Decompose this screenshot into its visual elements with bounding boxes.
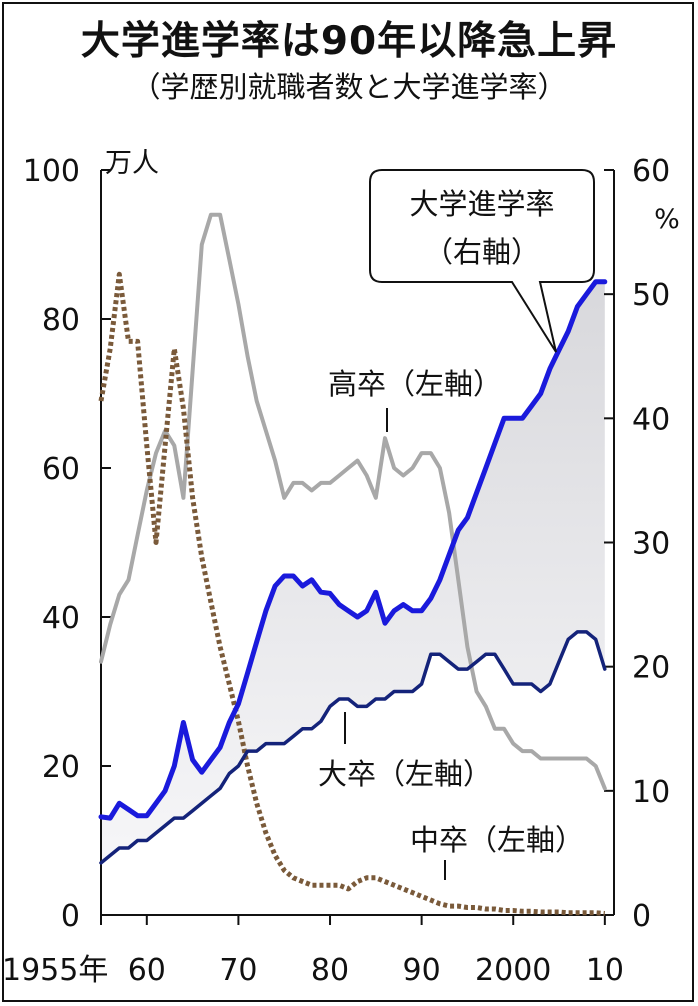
x-tick-label: 90: [403, 953, 441, 988]
x-tick-label: 70: [219, 953, 257, 988]
series-line-junior-high: [98, 271, 605, 916]
chart-subtitle: （学歴別就職者数と大学進学率）: [131, 70, 567, 104]
university-label: 大卒（左軸）: [318, 712, 492, 791]
left-tick-label: 40: [42, 601, 80, 636]
x-tick-label: 80: [311, 953, 349, 988]
junior-high-label: 中卒（左軸）: [410, 823, 584, 880]
x-tick-label: 2000: [475, 953, 551, 988]
rate-callout: 大学進学率 （右軸）: [369, 169, 595, 353]
callout-line1: 大学進学率: [409, 187, 554, 221]
series-lines: [98, 212, 608, 916]
series-line-university-entry-rate: [98, 279, 608, 821]
right-tick-label: 20: [632, 651, 670, 686]
left-tick-label: 20: [42, 750, 80, 785]
left-tick-label: 0: [61, 899, 80, 934]
right-tick-label: 10: [632, 775, 670, 810]
callout-box: [369, 169, 595, 353]
rate-fill-area: [101, 281, 605, 863]
series-line-high-school: [99, 212, 607, 791]
high-school-label: 高卒（左軸）: [328, 367, 502, 432]
callout-line2: （右軸）: [424, 235, 540, 269]
left-tick-label: 100: [23, 154, 80, 189]
left-tick-label: 80: [42, 303, 80, 338]
rate-gap-area: [101, 281, 605, 863]
right-tick-label: 0: [632, 899, 651, 934]
series-line-university: [99, 630, 607, 865]
left-axis-unit: 万人: [105, 148, 159, 179]
left-tick-label: 60: [42, 452, 80, 487]
x-tick-label: 60: [128, 953, 166, 988]
right-tick-label: 50: [632, 278, 670, 313]
x-tick-label: 1955年: [2, 953, 108, 988]
junior-high-label-text: 中卒（左軸）: [410, 823, 584, 857]
right-tick-label: 30: [632, 527, 670, 562]
high-school-label-text: 高卒（左軸）: [328, 367, 502, 401]
right-tick-label: 60: [632, 154, 670, 189]
right-axis-unit: %: [654, 204, 680, 235]
university-label-text: 大卒（左軸）: [318, 757, 492, 791]
chart-title: 大学進学率は90年以降急上昇: [80, 19, 618, 64]
right-tick-label: 40: [632, 402, 670, 437]
x-tick-label: 10: [586, 953, 624, 988]
